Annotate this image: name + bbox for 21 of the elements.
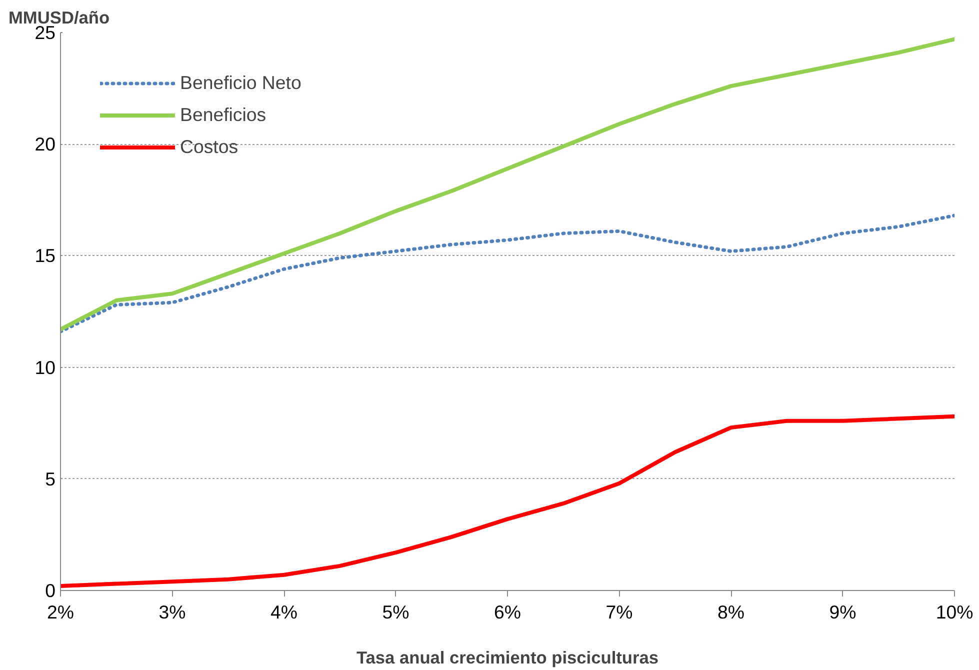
x-tick-label: 5%	[382, 602, 410, 622]
x-tick-label: 4%	[270, 602, 298, 622]
line-series	[60, 214, 954, 334]
x-tick-label: 2%	[47, 602, 74, 622]
legend-label: Beneficio Neto	[180, 72, 302, 94]
x-tick-label: 10%	[936, 602, 974, 622]
legend-label: Beneficios	[180, 104, 266, 126]
y-tick-label: 20	[34, 134, 56, 155]
y-tick-label: 15	[34, 245, 56, 266]
x-tick-label: 3%	[158, 602, 186, 622]
x-tick-label: 8%	[718, 602, 744, 622]
line-series	[60, 414, 954, 588]
y-tick-label: 5	[45, 468, 56, 490]
x-tick-label: 6%	[494, 602, 521, 622]
legend-label: Costos	[180, 136, 238, 158]
y-tick-label: 10	[34, 356, 56, 378]
x-tick-label: 9%	[829, 602, 856, 622]
line-series	[60, 37, 954, 332]
y-tick-label: 0	[45, 580, 56, 601]
x-tick-label: 7%	[606, 602, 633, 622]
x-axis-title: Tasa anual crecimiento pisciculturas	[356, 648, 659, 668]
